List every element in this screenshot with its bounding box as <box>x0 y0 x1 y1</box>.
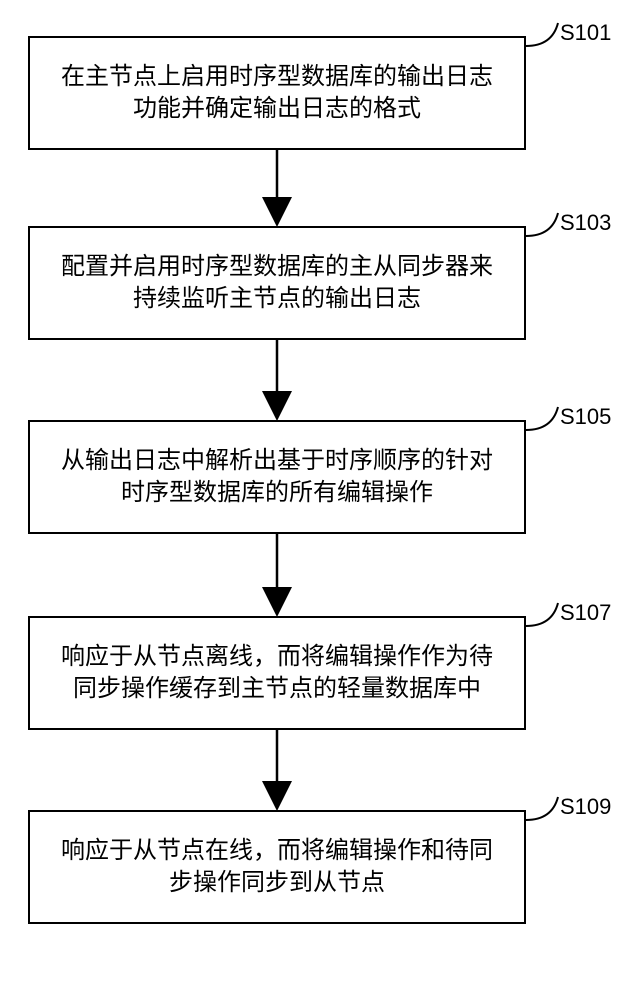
flowchart-step-label: S103 <box>560 210 611 236</box>
flowchart-step-label: S109 <box>560 794 611 820</box>
flowchart-node: 配置并启用时序型数据库的主从同步器来 持续监听主节点的输出日志 <box>28 226 526 340</box>
flowchart-callout <box>526 213 558 236</box>
flowchart-step-label: S105 <box>560 404 611 430</box>
flowchart-canvas: 在主节点上启用时序型数据库的输出日志 功能并确定输出日志的格式配置并启用时序型数… <box>0 0 634 1000</box>
flowchart-step-label: S107 <box>560 600 611 626</box>
flowchart-node-text: 在主节点上启用时序型数据库的输出日志 功能并确定输出日志的格式 <box>61 61 493 126</box>
flowchart-node: 响应于从节点离线，而将编辑操作作为待 同步操作缓存到主节点的轻量数据库中 <box>28 616 526 730</box>
flowchart-callout <box>526 603 558 626</box>
flowchart-node: 响应于从节点在线，而将编辑操作和待同 步操作同步到从节点 <box>28 810 526 924</box>
flowchart-callout <box>526 797 558 820</box>
flowchart-node: 在主节点上启用时序型数据库的输出日志 功能并确定输出日志的格式 <box>28 36 526 150</box>
flowchart-step-label: S101 <box>560 20 611 46</box>
flowchart-node-text: 从输出日志中解析出基于时序顺序的针对 时序型数据库的所有编辑操作 <box>61 445 493 510</box>
flowchart-callout <box>526 23 558 46</box>
flowchart-callout <box>526 407 558 430</box>
flowchart-node-text: 响应于从节点离线，而将编辑操作作为待 同步操作缓存到主节点的轻量数据库中 <box>61 641 493 706</box>
flowchart-node: 从输出日志中解析出基于时序顺序的针对 时序型数据库的所有编辑操作 <box>28 420 526 534</box>
flowchart-node-text: 配置并启用时序型数据库的主从同步器来 持续监听主节点的输出日志 <box>61 251 493 316</box>
flowchart-node-text: 响应于从节点在线，而将编辑操作和待同 步操作同步到从节点 <box>61 835 493 900</box>
